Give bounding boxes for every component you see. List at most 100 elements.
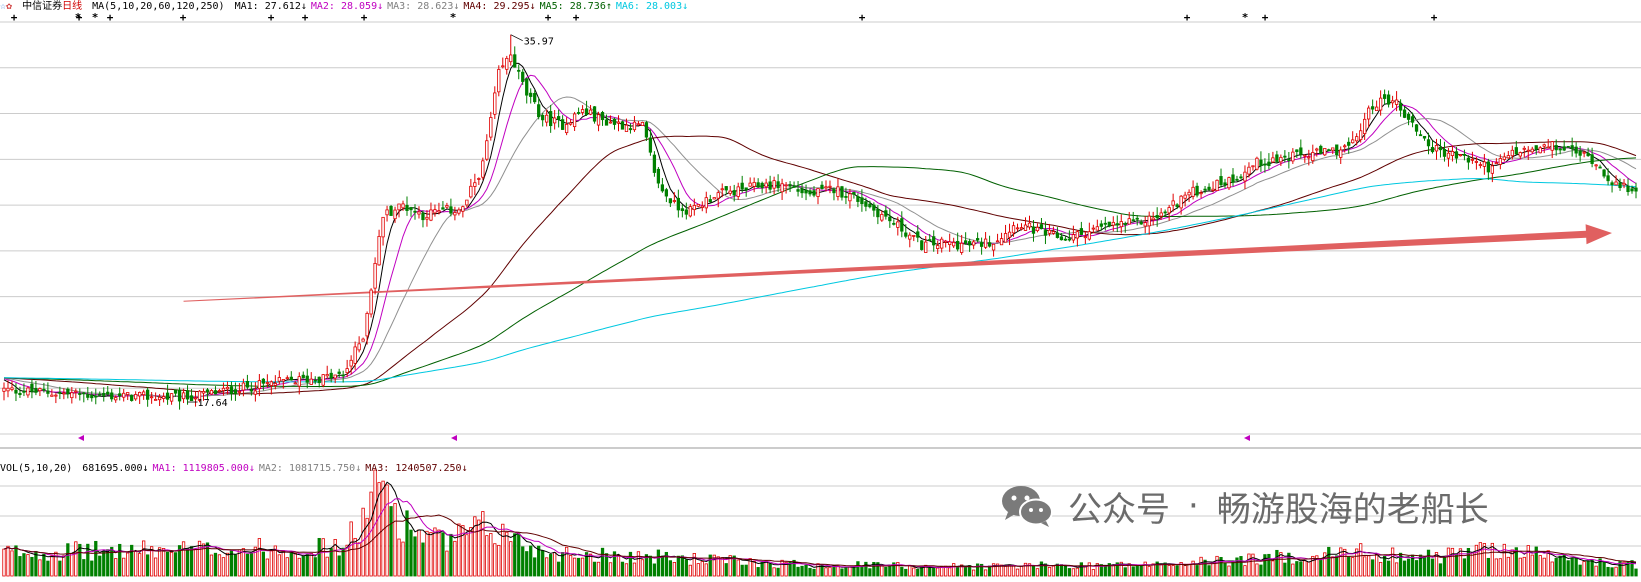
volume-bar [1550,561,1554,577]
volume-bar [1422,556,1427,577]
candle-body [441,207,445,210]
candle-body [545,114,549,123]
candle-body [752,181,756,187]
event-marker-icon: + [107,11,114,24]
volume-bar [409,529,413,577]
volume-bar [321,538,325,577]
candle-body [281,379,285,382]
volume-bar [652,563,657,577]
candle-body [836,186,840,197]
candle-body [1027,222,1032,228]
volume-layer [2,469,1638,577]
volume-bar [983,569,988,577]
volume-bar [776,567,780,577]
candle-body [345,368,349,374]
volume-bar [1115,562,1119,577]
candle-body [1095,226,1099,231]
volume-bar [1526,545,1530,577]
candle-body [1155,214,1159,219]
candle-body [784,184,788,187]
candle-body [513,54,517,68]
volume-bar [660,555,665,577]
candle-body [221,387,226,391]
candle-body [844,196,848,198]
candle-body [1071,234,1076,241]
volume-bar [1111,564,1115,577]
candle-body [1251,165,1255,168]
candle-body [46,390,50,394]
caret-left-icon [451,435,457,441]
candle-body [1434,145,1439,152]
volume-bar [153,557,158,577]
volume-bar [1538,555,1542,577]
volume-bar [177,545,182,577]
volume-bar [465,534,469,577]
candle-body [22,390,26,393]
candle-body [1594,164,1598,167]
candle-body [1562,146,1566,151]
volume-bar [233,554,238,577]
candle-body [1043,230,1048,236]
volume-bar [752,560,756,577]
volume-bar [1594,565,1598,577]
candle-body [584,108,589,115]
volume-bar [1474,544,1479,577]
candle-body [1023,224,1028,231]
candle-body [1626,186,1630,193]
star-icon[interactable]: ☆ [0,1,7,12]
star-filled-icon[interactable]: ✿ [6,1,13,12]
candle-body [748,182,752,187]
candle-body [473,182,477,187]
volume-bar [1442,555,1447,577]
volume-bar [1307,561,1311,577]
candle-body [1454,151,1459,159]
candle-body [285,377,289,380]
period-label[interactable]: 日线 [62,1,83,12]
volume-bar [892,562,896,577]
candle-body [668,198,673,204]
candle-body [118,393,122,397]
candle-body [497,69,501,93]
candle-body [34,387,38,393]
volume-bar [572,557,577,577]
candle-body [1243,171,1247,182]
candle-body [1247,166,1251,175]
candle-body [1159,212,1163,217]
candle-body [321,374,325,386]
volume-bar [900,566,904,577]
volume-bar [441,532,445,577]
volume-bar [1498,558,1502,577]
volume-bar [1199,556,1203,577]
volume-bar [42,553,46,577]
volume-bar [309,552,313,577]
candle-body [1502,156,1506,160]
volume-bar [6,545,10,577]
candle-body [1442,149,1447,157]
volume-bar [1634,568,1638,577]
candle-body [189,395,194,402]
candle-body [1418,134,1423,137]
volume-bar [1295,561,1299,577]
volume-bar [197,540,202,577]
volume-bar [1167,565,1171,577]
event-marker-icon: * [450,11,457,24]
volume-bar [273,545,277,577]
volume-bar [146,554,150,577]
candle-body [122,392,126,398]
volume-bar [185,548,190,577]
volume-bar [784,561,788,577]
candle-body [600,112,605,121]
event-marker-icon: + [573,11,580,24]
candle-body [78,393,82,395]
candle-body [401,203,405,209]
volume-bar [768,563,772,577]
volume-bar [289,553,293,577]
volume-bar [357,542,361,577]
candle-body [632,121,637,131]
candle-body [724,186,728,191]
volume-bar [473,516,477,577]
candle-body [1031,226,1036,234]
volume-bar [1035,568,1040,577]
